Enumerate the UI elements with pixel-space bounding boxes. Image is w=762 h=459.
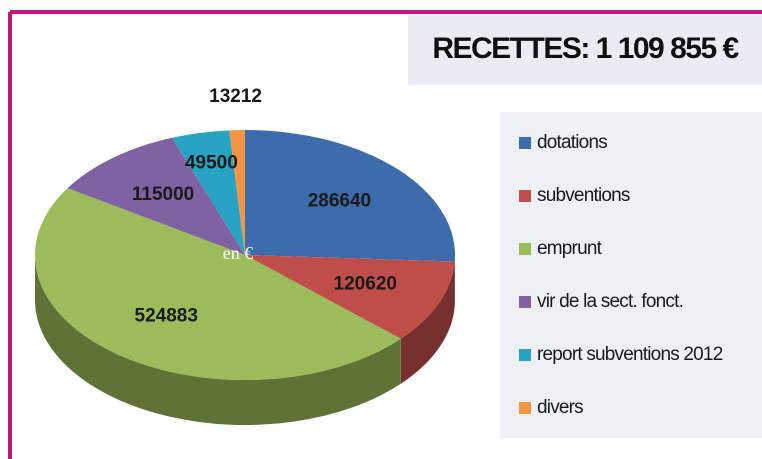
data-label: 120620 <box>334 274 397 295</box>
legend-swatch <box>519 190 531 202</box>
legend-swatch <box>519 243 531 255</box>
slice <box>245 255 455 339</box>
legend-swatch <box>519 137 531 149</box>
data-label: 115000 <box>132 184 194 205</box>
slice <box>229 130 245 255</box>
slice <box>172 130 245 255</box>
legend-label: emprunt <box>537 238 603 259</box>
data-label: 49500 <box>185 152 238 173</box>
slice-side <box>400 261 455 384</box>
legend-swatch <box>519 296 531 308</box>
legend-swatch <box>519 349 531 361</box>
chart-title: RECETTES: 1 109 855 € <box>432 32 739 65</box>
legend-label: subventions <box>537 185 630 206</box>
annotation: en € <box>223 243 254 263</box>
legend-label: dotations <box>537 132 607 153</box>
legend-box <box>500 112 762 438</box>
slice <box>245 130 455 262</box>
title-box <box>408 15 762 85</box>
legend-label: divers <box>537 397 583 418</box>
data-label: 524883 <box>135 306 198 327</box>
pie <box>34 130 455 426</box>
slice <box>34 188 401 381</box>
slice <box>67 137 245 255</box>
data-label: 13212 <box>209 86 262 107</box>
legend-label: vir de la sect. fonct. <box>537 291 683 312</box>
legend-label: report subventions 2012 <box>537 344 723 365</box>
data-label: 286640 <box>308 191 371 212</box>
slice-side <box>35 255 401 426</box>
legend-swatch <box>519 402 531 414</box>
